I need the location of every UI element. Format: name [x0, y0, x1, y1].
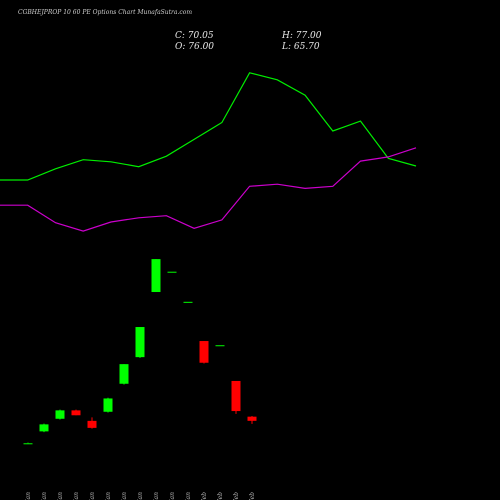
x-tick-label: 19 Jan: [105, 492, 112, 500]
x-tick-label: 27 Jan: [153, 492, 160, 500]
candle-body: [151, 259, 161, 293]
x-tick-label: 16 Jan: [89, 492, 96, 500]
x-tick-label: 09 Jan: [25, 492, 32, 500]
x-tick-label: 10 Feb: [249, 492, 256, 500]
candle-body: [183, 301, 193, 303]
candle-body: [199, 341, 209, 363]
x-tick-label: 09 Feb: [233, 492, 240, 500]
x-tick-label: 28 Jan: [169, 492, 176, 500]
candle-body: [87, 420, 97, 428]
x-tick-label: 20 Jan: [121, 492, 128, 500]
candle-body: [167, 271, 177, 273]
candle-body: [135, 327, 145, 358]
candle-body: [55, 410, 65, 419]
candle-body: [23, 443, 33, 445]
ma-line: [0, 72, 417, 181]
candle-body: [39, 424, 49, 432]
candle-body: [215, 345, 225, 347]
chart-title: CGBHEJPROP 10 60 PE Options Chart Munafa…: [18, 9, 192, 16]
ohlc-open: O: 76.00: [175, 42, 214, 52]
candle-body: [103, 398, 113, 412]
x-tick-label: 05 Feb: [217, 492, 224, 500]
ohlc-close: C: 70.05: [175, 31, 214, 41]
ohlc-low: L: 65.70: [281, 42, 320, 52]
candle-body: [247, 416, 257, 421]
candle-body: [71, 410, 81, 416]
candle-body: [231, 380, 241, 412]
x-tick-label: 29 Jan: [185, 492, 192, 500]
ohlc-high: H: 77.00: [281, 31, 322, 41]
x-tick-label: 14 Jan: [73, 492, 80, 500]
x-tick-label: 13 Jan: [57, 492, 64, 500]
candle-body: [119, 364, 129, 384]
x-tick-label: 03 Feb: [201, 492, 208, 500]
x-tick-label: 21 Jan: [137, 492, 144, 500]
ma-line: [0, 147, 417, 232]
x-tick-label: 12 Jan: [41, 492, 48, 500]
